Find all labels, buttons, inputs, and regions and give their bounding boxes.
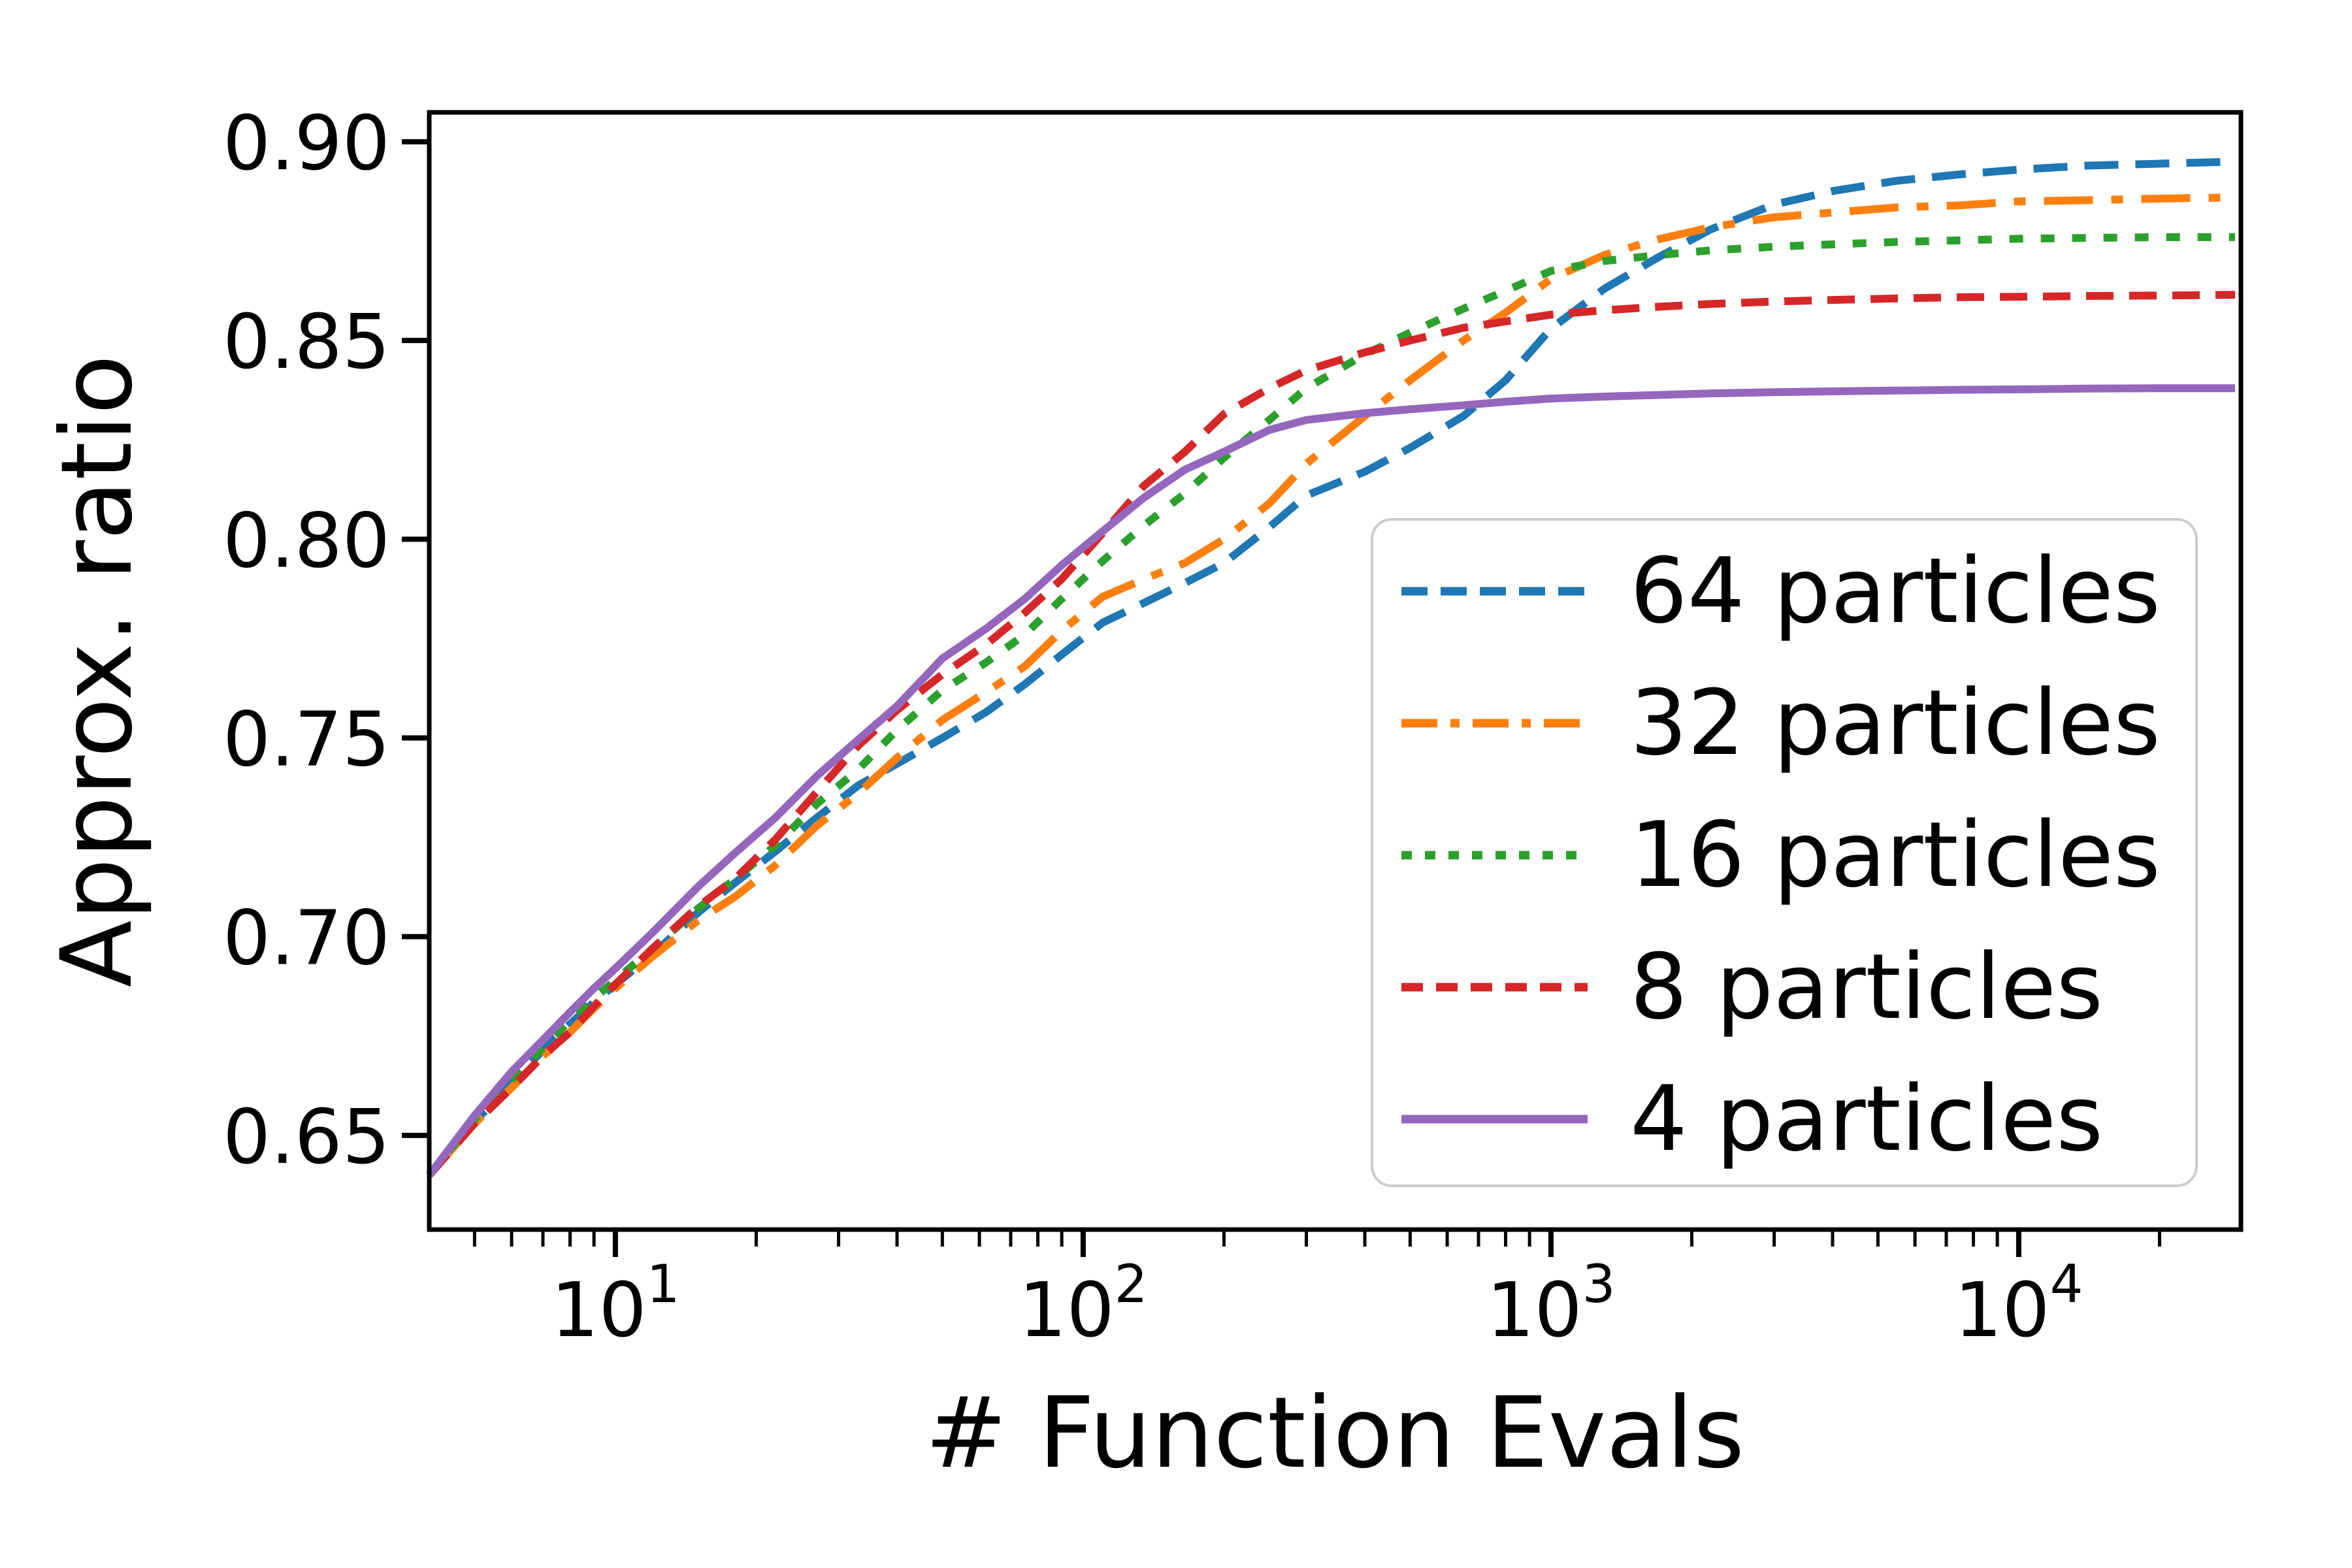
legend-entry-4-particles: 4 particles — [1401, 1066, 2103, 1171]
x-tick-label-10^1: 101 — [551, 1254, 679, 1354]
legend-box — [1371, 518, 2198, 1187]
legend-label-64-particles: 64 particles — [1630, 538, 2161, 644]
y-axis-label: Approx. ratio — [41, 355, 154, 988]
series-line-4-particles — [426, 384, 2235, 1178]
legend-label-16-particles: 16 particles — [1630, 802, 2161, 907]
series-curves — [426, 157, 2236, 1178]
y-major-ticks: 0.90 0.85 0.80 0.75 0.70 0.65 — [223, 100, 429, 1181]
legend: 64 particles 32 particles 16 particles 8 pa… — [1371, 518, 2198, 1187]
legend-entry-64-particles: 64 particles — [1401, 538, 2161, 644]
y-tick-label-0.70: 0.70 — [223, 895, 390, 983]
legend-label-32-particles: 32 particles — [1630, 670, 2161, 776]
y-tick-label-0.85: 0.85 — [223, 299, 390, 386]
legend-label-8-particles: 8 particles — [1630, 934, 2103, 1039]
y-tick-label-0.75: 0.75 — [223, 696, 390, 784]
series-line-16-particles — [426, 233, 2235, 1178]
legend-entry-16-particles: 16 particles — [1401, 802, 2161, 907]
y-tick-label-0.90: 0.90 — [223, 100, 390, 188]
series-line-64-particles — [426, 157, 2236, 1178]
y-tick-label-0.80: 0.80 — [223, 497, 390, 585]
x-tick-label-10^4: 104 — [1954, 1254, 2083, 1354]
legend-entry-8-particles: 8 particles — [1401, 934, 2103, 1039]
legend-entry-32-particles: 32 particles — [1401, 670, 2161, 776]
x-tick-label-10^2: 102 — [1019, 1254, 1147, 1354]
y-tick-label-0.65: 0.65 — [223, 1094, 390, 1181]
x-axis-label: # Function Evals — [925, 1377, 1744, 1490]
axes-frame — [427, 110, 2244, 1232]
legend-label-4-particles: 4 particles — [1630, 1066, 2103, 1171]
series-line-8-particles — [426, 291, 2236, 1178]
x-major-ticks: 101 102 103 104 — [551, 1230, 2083, 1354]
x-minor-ticks — [472, 1230, 2161, 1247]
x-tick-label-10^3: 103 — [1486, 1254, 1615, 1354]
